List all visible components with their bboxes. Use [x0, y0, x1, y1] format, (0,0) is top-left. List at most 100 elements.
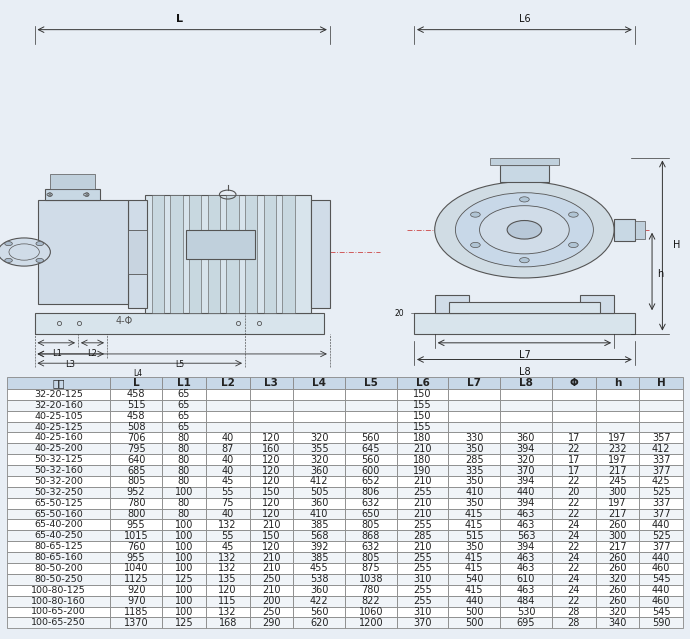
Bar	[552, 541, 595, 552]
Bar	[293, 552, 345, 563]
Bar	[635, 220, 645, 239]
Text: 40: 40	[221, 455, 234, 465]
Text: 232: 232	[608, 444, 627, 454]
Text: 150: 150	[413, 411, 432, 421]
Bar	[595, 563, 640, 574]
Text: 210: 210	[262, 585, 281, 595]
Circle shape	[36, 258, 43, 263]
Text: 410: 410	[465, 488, 484, 497]
Text: 440: 440	[465, 596, 484, 606]
Bar	[110, 541, 162, 552]
Bar	[206, 563, 250, 574]
Text: L: L	[133, 378, 139, 388]
Text: 484: 484	[517, 596, 535, 606]
Text: 40-25-105: 40-25-105	[34, 412, 83, 420]
Bar	[7, 422, 110, 433]
Text: 505: 505	[310, 488, 328, 497]
Text: 22: 22	[567, 596, 580, 606]
Bar	[595, 476, 640, 487]
Bar	[448, 530, 500, 541]
Bar	[293, 389, 345, 400]
Text: 65: 65	[178, 400, 190, 410]
Bar	[595, 411, 640, 422]
Text: 40-25-125: 40-25-125	[34, 422, 83, 431]
Text: 458: 458	[127, 389, 146, 399]
Bar	[282, 194, 295, 313]
Bar	[448, 585, 500, 596]
Text: 685: 685	[127, 466, 146, 475]
Text: 100-65-250: 100-65-250	[31, 619, 86, 627]
Bar	[162, 541, 206, 552]
Bar	[397, 617, 448, 628]
Bar	[250, 389, 293, 400]
Circle shape	[0, 238, 50, 266]
Bar	[250, 443, 293, 454]
Text: 568: 568	[310, 531, 328, 541]
Bar	[640, 530, 683, 541]
Bar	[162, 454, 206, 465]
Bar	[397, 530, 448, 541]
Text: 40: 40	[221, 466, 234, 475]
Text: 80-50-200: 80-50-200	[34, 564, 83, 573]
Text: 245: 245	[608, 477, 627, 486]
Text: 40-25-160: 40-25-160	[34, 433, 83, 442]
Text: 210: 210	[262, 564, 281, 573]
Bar	[206, 411, 250, 422]
Bar	[448, 574, 500, 585]
Bar	[500, 520, 552, 530]
Text: 1038: 1038	[359, 574, 383, 584]
Bar	[206, 585, 250, 596]
Bar	[640, 596, 683, 606]
Text: 132: 132	[219, 520, 237, 530]
Bar	[293, 465, 345, 476]
Text: 563: 563	[517, 531, 535, 541]
Bar	[206, 400, 250, 411]
Text: 350: 350	[465, 498, 484, 508]
Text: 458: 458	[127, 411, 146, 421]
Circle shape	[5, 258, 12, 263]
Bar	[345, 465, 397, 476]
Text: 22: 22	[567, 564, 580, 573]
Text: 508: 508	[127, 422, 146, 432]
Bar	[345, 411, 397, 422]
Text: 120: 120	[262, 498, 281, 508]
Bar	[110, 433, 162, 443]
Bar	[448, 487, 500, 498]
Text: 780: 780	[127, 498, 146, 508]
Text: 920: 920	[127, 585, 146, 595]
Bar	[162, 422, 206, 433]
Text: 87: 87	[221, 444, 234, 454]
Bar	[552, 422, 595, 433]
Text: 50-32-200: 50-32-200	[34, 477, 83, 486]
Bar	[552, 596, 595, 606]
Text: 560: 560	[362, 433, 380, 443]
Bar	[397, 476, 448, 487]
Bar	[293, 617, 345, 628]
Bar	[345, 476, 397, 487]
Text: 600: 600	[362, 466, 380, 475]
Text: 955: 955	[127, 553, 146, 562]
Bar	[7, 476, 110, 487]
Bar	[162, 509, 206, 520]
Text: 463: 463	[517, 509, 535, 519]
Bar	[250, 498, 293, 509]
Text: 22: 22	[567, 542, 580, 551]
Text: 180: 180	[413, 455, 432, 465]
Text: 100: 100	[175, 585, 193, 595]
Bar	[500, 552, 552, 563]
Text: 80: 80	[178, 455, 190, 465]
Text: 24: 24	[568, 520, 580, 530]
Text: 410: 410	[310, 509, 328, 519]
Bar	[38, 200, 128, 304]
Bar	[162, 552, 206, 563]
Bar	[435, 295, 469, 313]
Bar	[552, 377, 595, 389]
Bar	[595, 433, 640, 443]
Text: 632: 632	[362, 498, 380, 508]
Circle shape	[455, 193, 593, 267]
Text: 255: 255	[413, 596, 432, 606]
Bar	[293, 509, 345, 520]
Bar	[7, 509, 110, 520]
Bar	[397, 574, 448, 585]
Bar	[500, 422, 552, 433]
